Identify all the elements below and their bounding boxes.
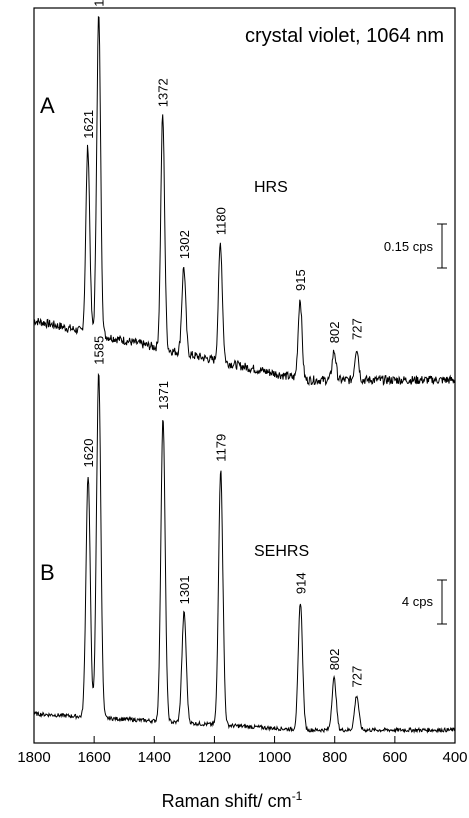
peak-label: 727 <box>350 666 365 688</box>
peak-label: 1621 <box>81 110 96 139</box>
peak-label: 802 <box>327 321 342 343</box>
x-tick-label: 1800 <box>17 749 50 766</box>
peak-label: 1585 <box>92 0 107 7</box>
plot-frame <box>33 7 456 744</box>
panel-label-b: B <box>40 560 55 585</box>
x-tick-label: 600 <box>382 749 407 766</box>
peak-label: 914 <box>293 572 308 594</box>
peak-label: 1302 <box>177 230 192 259</box>
peak-label: 1301 <box>177 575 192 604</box>
peak-label: 915 <box>293 269 308 291</box>
peak-label: 727 <box>350 318 365 340</box>
scale-bar-sehrs <box>437 579 447 625</box>
scale-bar-hrs <box>437 223 447 269</box>
x-tick-label: 400 <box>442 749 467 766</box>
x-tick-label: 1400 <box>138 749 171 766</box>
x-axis-label: Raman shift/ cm-1 <box>162 789 303 811</box>
series-name-hrs: HRS <box>254 179 288 196</box>
peak-label: 1372 <box>156 78 171 107</box>
series-name-sehrs: SEHRS <box>254 543 309 560</box>
x-axis-label-text: Raman shift/ cm <box>162 791 292 811</box>
peak-labels-group: 1621 1585 1372 1302 1180 915 802 727 1620 1585 137… <box>81 0 365 688</box>
chart-title: crystal violet, 1064 nm <box>245 25 444 47</box>
x-axis-label-superscript: -1 <box>292 789 303 803</box>
peak-label: 1371 <box>156 381 171 410</box>
spectrum-line-hrs <box>33 15 456 387</box>
peak-label: 802 <box>327 649 342 671</box>
peak-label: 1180 <box>213 207 228 235</box>
peak-label: 1620 <box>81 439 96 468</box>
x-tick-label: 800 <box>322 749 347 766</box>
x-ticks-group: 1800 1600 1400 1200 1000 800 600 400 <box>17 736 468 766</box>
x-tick-label: 1600 <box>77 749 110 766</box>
peak-label: 1179 <box>214 434 229 462</box>
spectrum-line-sehrs <box>33 372 456 734</box>
peak-label: 1585 <box>92 336 107 365</box>
x-tick-label: 1200 <box>198 749 231 766</box>
panel-label-a: A <box>40 93 55 118</box>
scale-bar-label-sehrs: 4 cps <box>402 594 434 609</box>
scale-bar-label-hrs: 0.15 cps <box>384 239 434 254</box>
spectra-group <box>33 15 456 734</box>
x-tick-label: 1000 <box>258 749 291 766</box>
